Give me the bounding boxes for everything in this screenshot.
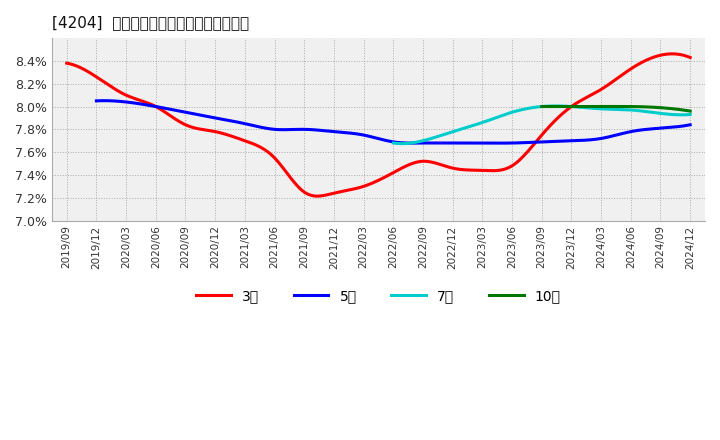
Text: [4204]  経常利益マージンの平均値の推移: [4204] 経常利益マージンの平均値の推移 [52, 15, 249, 30]
Legend: 3年, 5年, 7年, 10年: 3年, 5年, 7年, 10年 [190, 283, 567, 308]
